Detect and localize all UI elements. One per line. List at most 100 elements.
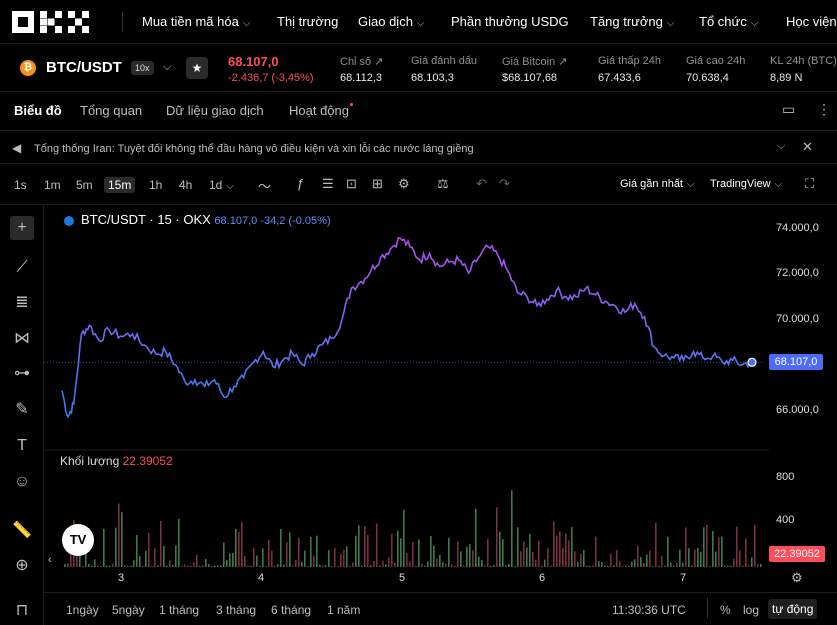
volume-bar [106,565,108,567]
tab-trading-data[interactable]: Dữ liệu giao dịch [166,103,264,118]
volume-bar [535,559,537,567]
auto-scale-toggle[interactable]: tự động [768,599,818,619]
volume-bar [700,551,702,567]
volume-bar [145,550,147,567]
stat-label-bitcoin-price[interactable]: Giá Bitcoin ↗ [502,56,568,68]
volume-bar [361,565,363,567]
timeframe-1h[interactable]: 1h [149,178,163,192]
tab-chart[interactable]: Biểu đồ [14,103,62,118]
chevron-down-icon[interactable]: ⌵ [777,140,786,152]
news-text[interactable]: Tổng thống Iran: Tuyệt đối không thể đầu… [34,143,474,155]
nav-trade[interactable]: Giao dịch ⌵ [358,14,425,29]
fullscreen-icon[interactable]: ⛶ [805,176,815,191]
template-icon[interactable]: ⊡ [346,176,357,191]
price-source-select[interactable]: Giá gần nhất ⌵ [620,178,695,190]
price-chart[interactable] [44,205,837,592]
volume-bar [199,565,201,567]
nav-growth[interactable]: Tăng trưởng ⌵ [590,14,675,29]
volume-bar [712,531,714,567]
gear-icon[interactable]: ⚙ [398,176,410,191]
timeframe-1m[interactable]: 1m [44,178,61,192]
text-icon[interactable]: T [17,437,27,454]
volume-bar [379,565,381,567]
tradingview-logo[interactable]: TV [62,524,94,556]
lock-icon[interactable]: ⊓ [15,602,29,619]
volume-bar [649,550,651,567]
volume-bar [394,562,396,567]
range-1y[interactable]: 1 năm [327,603,361,617]
nav-institutional[interactable]: Tổ chức ⌵ [699,14,759,29]
volume-bar [301,561,303,567]
volume-bar [529,534,531,567]
percent-toggle[interactable]: % [720,603,731,617]
timeframe-1d[interactable]: 1d ⌵ [209,178,234,192]
volume-bar [430,536,432,567]
volume-bar [568,540,570,567]
volume-bar [259,565,261,567]
redo-icon[interactable]: ↷ [499,176,510,191]
volume-bar [607,565,609,567]
range-5d[interactable]: 5ngày [112,603,145,617]
volume-bar [628,565,630,567]
utc-clock[interactable]: 11:30:36 UTC [612,603,686,617]
undo-icon[interactable]: ↶ [476,176,487,191]
volume-bar [466,546,468,567]
range-1d[interactable]: 1ngày [66,603,99,617]
fib-icon[interactable]: ≣ [15,294,29,311]
zoom-in-icon[interactable]: ⊕ [15,557,29,574]
volume-bar [433,545,435,567]
volume-bar [391,533,393,567]
volume-bar [220,565,222,567]
volume-value: 22.39052 [122,454,173,468]
chart-type-icon[interactable]: 〜 [258,179,272,194]
volume-bar [508,563,510,567]
gear-icon[interactable]: ⚙ [791,570,803,585]
timeframe-4h[interactable]: 4h [179,178,193,192]
pattern-icon[interactable]: ⋈ [14,330,30,347]
star-icon[interactable]: ★ [186,57,208,79]
ruler-icon[interactable]: 📏 [12,522,32,539]
layout-icon[interactable]: ☰ [322,176,334,191]
alert-icon[interactable]: ⊞ [372,176,383,191]
indicators-icon[interactable]: ƒ [297,176,305,191]
chevron-down-icon[interactable]: ⌵ [163,61,172,73]
volume-bar [655,522,657,567]
timeframe-5m[interactable]: 5m [76,178,93,192]
nav-markets[interactable]: Thị trường [277,14,339,29]
divider [707,598,708,618]
window-icon[interactable]: ▭ [782,101,796,117]
emoji-icon[interactable]: ☺ [13,473,31,490]
volume-bar [406,553,408,567]
stat-label-index[interactable]: Chỉ số ↗ [340,56,384,68]
trendline-icon[interactable]: ⟋ [16,259,28,276]
volume-bar [298,537,300,567]
tab-overview[interactable]: Tổng quan [80,103,143,118]
view-select[interactable]: TradingView ⌵ [710,178,783,190]
nav-buy-crypto[interactable]: Mua tiền mã hóa ⌵ [142,14,251,29]
timeframe-15m[interactable]: 15m [104,177,136,193]
pair-selector[interactable]: BTC/USDT [46,59,122,76]
range-1m[interactable]: 1 tháng [159,603,200,617]
more-icon[interactable]: ⋮ [817,101,831,117]
compare-icon[interactable]: ⚖ [437,176,449,191]
crosshair-icon[interactable]: + [10,216,34,240]
brush-icon[interactable]: ✎ [15,401,29,418]
timeframe-1s[interactable]: 1s [14,178,27,192]
nav-usdg-rewards[interactable]: Phần thưởng USDG [451,14,569,29]
volume-bar [130,565,132,567]
prediction-icon[interactable]: ⊶ [14,365,30,382]
volume-bar [481,559,483,567]
okx-logo[interactable] [12,11,104,33]
range-6m[interactable]: 6 tháng [271,603,312,617]
chevron-left-icon[interactable]: ‹ [48,554,52,566]
volume-bar [292,565,294,567]
volume-bar [523,541,525,567]
volume-bar [283,564,285,567]
volume-bar [445,563,447,567]
tab-activity[interactable]: Hoạt động [289,103,353,118]
volume-bar [487,539,489,567]
range-3m[interactable]: 3 tháng [216,603,257,617]
log-toggle[interactable]: log [743,603,760,617]
nav-academy[interactable]: Học viện [786,14,837,29]
close-icon[interactable]: ✕ [802,139,813,154]
